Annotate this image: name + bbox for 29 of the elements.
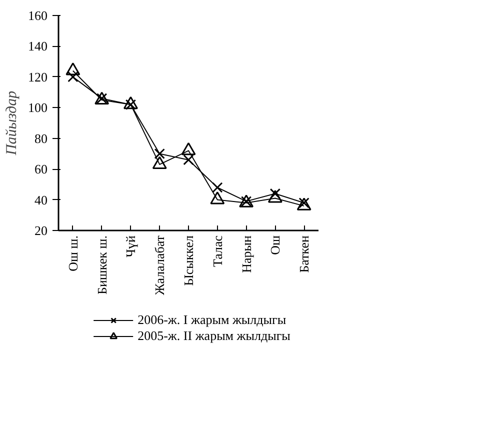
y-tick-label: 60	[34, 162, 48, 177]
y-tick-label: 80	[34, 130, 48, 146]
x-tick-label: Нарын	[238, 235, 254, 273]
x-tick-label: Чүй	[123, 235, 138, 258]
point	[212, 182, 223, 193]
point	[152, 156, 167, 169]
y-tick-label: 40	[34, 192, 48, 208]
point	[183, 154, 194, 166]
point	[270, 188, 281, 199]
point	[210, 192, 225, 204]
x-tick-label: Ош ш.	[65, 235, 80, 272]
legend-label: 2006-ж. I жарым жылдыгы	[138, 312, 286, 328]
legend-label: 2005-ж. II жарым жылдыгы	[138, 328, 290, 344]
y-tick-label: 120	[28, 69, 48, 84]
y-tick-label: 140	[28, 38, 48, 54]
point	[268, 190, 282, 203]
y-tick-label: 20	[34, 223, 48, 238]
y-tick-label: 100	[28, 100, 48, 116]
y-tick-label: 160	[28, 8, 48, 23]
point	[154, 148, 165, 160]
x-tick-label: Ысыккел	[181, 234, 196, 286]
x-tick-label: Талас	[210, 235, 225, 268]
x-tick-label: Жалалабат	[152, 235, 168, 296]
x-tick-label: Бишкек ш.	[94, 235, 110, 295]
x-tick-label: Ош	[268, 235, 283, 255]
x-tick-label: Баткен	[296, 235, 312, 273]
point	[68, 72, 78, 82]
point	[181, 142, 196, 156]
y-axis-title: Пайыздар	[4, 90, 20, 156]
